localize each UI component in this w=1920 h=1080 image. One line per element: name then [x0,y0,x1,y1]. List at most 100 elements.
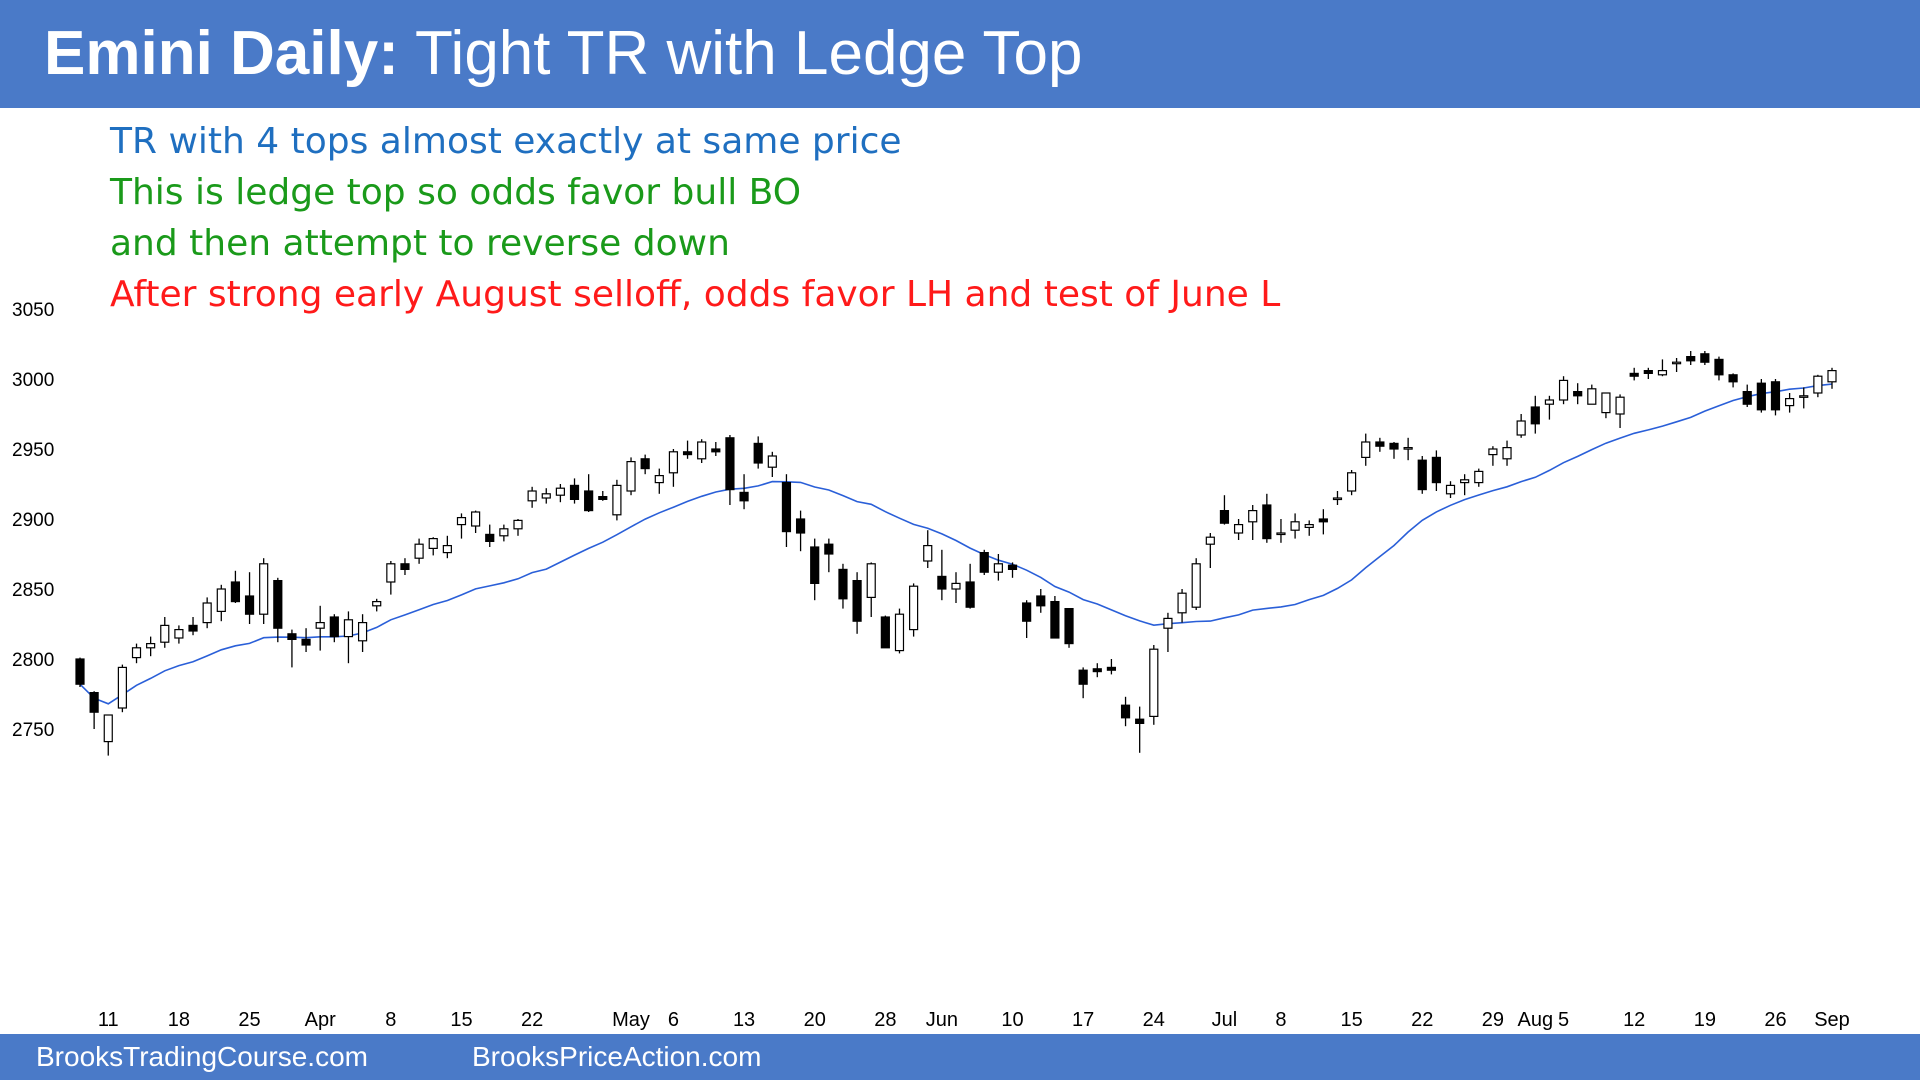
bear-candle [880,616,890,649]
bull-candle [442,544,452,554]
footer-bar: BrooksTradingCourse.com BrooksPriceActio… [0,1034,1920,1080]
bull-candle [1544,399,1555,405]
bull-candle [117,666,127,709]
bull-candle [527,490,537,502]
bull-candle [1347,472,1357,492]
bull-candle [1304,523,1314,528]
y-tick-label: 2750 [12,720,54,741]
bull-candle [1785,398,1795,407]
bull-candle [343,619,354,638]
bear-candle [598,496,608,501]
bull-candle [951,582,961,590]
bull-candle [1488,448,1498,456]
bear-candle [753,442,763,464]
bull-candle [1799,395,1809,398]
bear-candle [838,568,848,600]
x-tick-label: 17 [1072,1009,1094,1031]
x-tick-label: 18 [168,1009,190,1031]
bull-candle [626,461,636,492]
x-tick-label: 13 [733,1009,755,1031]
bear-candle [739,491,749,502]
bull-candle [1671,361,1682,365]
bull-candle [767,455,777,468]
bull-candle [372,600,382,607]
bull-candle [259,563,269,615]
footer-link-trading-course[interactable]: BrooksTradingCourse.com [36,1041,368,1072]
bear-candle [1643,370,1653,375]
bull-candle [1205,536,1215,545]
bull-candle [541,493,551,499]
bear-candle [1742,391,1752,405]
bull-candle [1657,370,1668,376]
x-tick-label: May [612,1009,650,1031]
x-tick-label: 5 [1558,1009,1569,1031]
bear-candle [569,484,580,500]
moving-average-layer [79,383,1833,705]
bear-candle [1714,358,1724,376]
bear-candle [824,543,834,555]
x-tick-label: Sep [1814,1009,1850,1031]
bull-candle [1474,470,1484,484]
bear-candle [287,633,297,640]
bull-candle [1615,396,1625,415]
bull-candle [499,528,509,537]
x-tick-label: 19 [1694,1009,1716,1031]
bear-candle [781,482,792,533]
x-tick-label: 10 [1001,1009,1023,1031]
bear-candle [1728,374,1738,383]
x-tick-label: 11 [98,1009,119,1031]
bull-candle [1403,447,1413,450]
bull-candle [315,621,325,629]
bear-candle [1120,704,1131,719]
bull-candle [1502,447,1512,460]
bull-candle [668,451,679,474]
bull-candle [555,487,565,496]
bear-candle [1375,441,1385,447]
bull-candle [1163,617,1173,629]
bull-candle [357,621,368,642]
bull-candle [654,475,664,484]
y-tick-label: 2800 [12,650,54,671]
bull-candle [202,602,212,624]
bear-candle [1064,607,1074,645]
bear-candle [852,579,862,622]
x-tick-label: 15 [1340,1009,1362,1031]
footer-link-price-action[interactable]: BrooksPriceAction.com [472,1041,762,1072]
bear-candle [1050,600,1060,639]
bear-candle [965,581,975,608]
note-line-2: This is ledge top so odds favor bull BO [110,172,802,213]
bear-candle [1078,669,1088,685]
x-tick-label: 8 [385,1009,396,1031]
x-tick-label: 6 [668,1009,679,1031]
bull-candle [471,511,481,527]
bull-candle [103,714,113,743]
y-tick-label: 3000 [12,370,54,391]
bear-candle [244,595,255,615]
bull-candle [1460,479,1470,484]
x-tick-label: 29 [1482,1009,1504,1031]
y-tick-label: 3050 [12,300,54,321]
x-tick-label: 24 [1143,1009,1165,1031]
bull-candle [174,628,184,639]
title-rest: Tight TR with Ledge Top [414,19,1083,88]
x-tick-label: 22 [1411,1009,1433,1031]
bull-candle [146,642,156,649]
bear-candle [937,575,947,590]
bull-candle [612,484,622,516]
bull-candle [697,441,707,460]
bull-candle [993,563,1003,573]
x-tick-label: 28 [874,1009,896,1031]
bear-candle [188,624,198,632]
bear-candle [273,579,283,629]
bull-candle [160,624,170,643]
x-tick-label: Apr [305,1009,336,1031]
bear-candle [1700,353,1710,363]
x-tick-label: Jun [926,1009,958,1031]
bear-candle [301,638,311,646]
bear-candle [810,546,820,585]
x-tick-label: 12 [1623,1009,1645,1031]
moving-average-line [79,383,1833,705]
bear-candle [89,691,99,713]
note-line-4: After strong early August selloff, odds … [110,274,1281,315]
bear-candle [1106,666,1117,671]
